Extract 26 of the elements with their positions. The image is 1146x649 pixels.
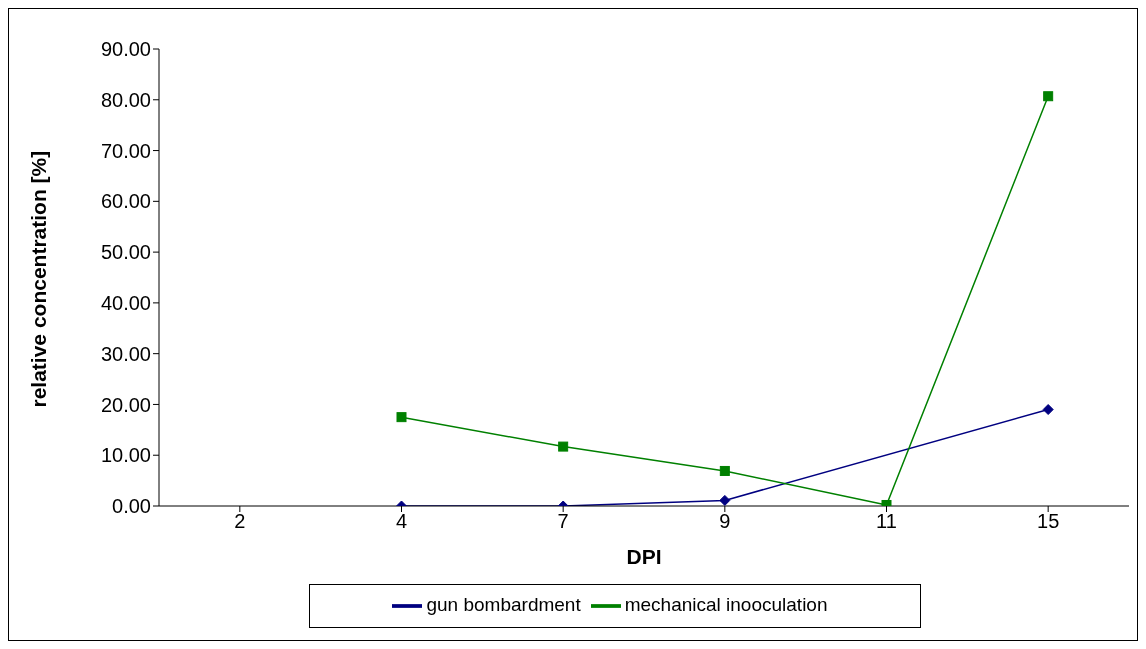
y-tick-label: 60.00 <box>100 190 151 213</box>
y-tick-label: 80.00 <box>100 88 151 111</box>
y-tick-label: 10.00 <box>100 444 151 467</box>
y-tick-label: 40.00 <box>100 291 151 314</box>
legend-label: gun bombardment <box>426 594 581 616</box>
point <box>396 412 407 423</box>
y-tick-label: 0.00 <box>112 495 151 518</box>
x-tick-label: 7 <box>557 510 569 533</box>
y-axis-title: relative concentration [%] <box>27 150 51 408</box>
y-tick-label: 70.00 <box>100 139 151 162</box>
y-tick-label: 20.00 <box>100 393 151 416</box>
point <box>558 441 569 452</box>
point <box>1043 91 1054 102</box>
y-tick-label: 50.00 <box>100 241 151 264</box>
point <box>719 494 731 506</box>
x-tick-label: 4 <box>395 510 408 533</box>
x-tick-label: 2 <box>234 510 246 533</box>
point <box>719 465 730 476</box>
x-tick-label: 11 <box>876 510 897 533</box>
legend-label: mechanical inooculation <box>624 594 828 616</box>
y-tick-label: 90.00 <box>100 38 151 61</box>
x-axis-title: DPI <box>626 545 662 568</box>
y-tick-label: 30.00 <box>100 342 151 365</box>
x-tick-label: 15 <box>1037 510 1060 533</box>
point <box>1042 404 1054 416</box>
x-tick-label: 9 <box>719 510 731 533</box>
